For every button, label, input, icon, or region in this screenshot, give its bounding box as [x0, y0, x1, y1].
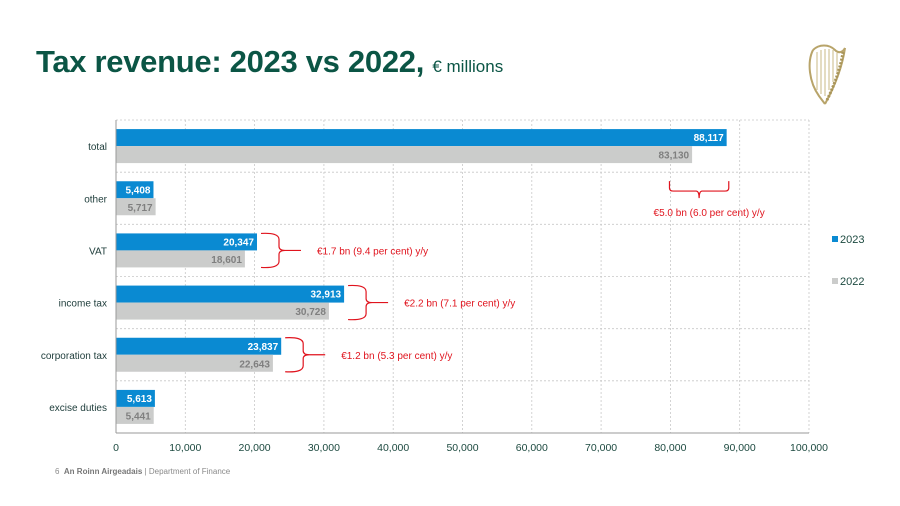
legend-swatch-2023: [832, 236, 838, 242]
data-label-2023: 23,837: [248, 342, 279, 353]
data-label-2022: 83,130: [658, 151, 689, 162]
x-tick-label: 10,000: [169, 442, 201, 454]
page-number: 6: [55, 467, 60, 476]
x-tick-label: 50,000: [446, 442, 478, 454]
bar-2022: [116, 406, 154, 424]
category-label: other: [84, 194, 107, 205]
bar-2023: [116, 389, 155, 407]
brace: [348, 284, 389, 321]
bar-2023: [116, 129, 727, 147]
category-label: VAT: [89, 246, 107, 257]
data-label-2023: 5,408: [125, 185, 150, 196]
x-tick-label: 60,000: [516, 442, 548, 454]
x-tick-label: 70,000: [585, 442, 617, 454]
legend-label-2022: 2022: [840, 276, 864, 288]
gridlines: [116, 119, 810, 433]
org-name-english: Department of Finance: [148, 467, 231, 476]
bar-2023: [116, 233, 258, 251]
page-title: Tax revenue: 2023 vs 2022, € millions: [36, 44, 503, 80]
legend: 2023 2022: [832, 234, 864, 288]
bar-2023: [116, 285, 345, 303]
x-tick-label: 100,000: [790, 442, 828, 454]
bar-2022: [116, 198, 156, 216]
x-tick-label: 40,000: [377, 442, 409, 454]
x-tick-label: 20,000: [239, 442, 271, 454]
data-label-2022: 30,728: [295, 307, 326, 318]
data-label-2022: 18,601: [211, 255, 242, 266]
bar-2022: [116, 250, 245, 268]
category-label: corporation tax: [41, 351, 107, 362]
harp-crest-icon: [808, 44, 846, 105]
x-tick-label: 30,000: [308, 442, 340, 454]
footer: 6 An Roinn Airgeadais | Department of Fi…: [55, 467, 230, 476]
bar-2022: [116, 146, 693, 164]
data-label-2023: 5,613: [127, 394, 152, 405]
annotation-text: €2.2 bn (7.1 per cent) y/y: [404, 299, 515, 310]
legend-label-2023: 2023: [840, 234, 864, 246]
annotations: €5.0 bn (6.0 per cent) y/y €1.7 bn (9.4 p…: [260, 181, 765, 373]
annotation-text: €5.0 bn (6.0 per cent) y/y: [654, 208, 765, 219]
bar-2023: [116, 181, 154, 199]
bar-2022: [116, 302, 329, 320]
footer-separator: |: [144, 467, 147, 476]
org-name-irish: An Roinn Airgeadais: [63, 467, 143, 476]
x-tick-label: 90,000: [724, 442, 756, 454]
category-label: income tax: [59, 299, 107, 310]
x-tick-label: 80,000: [654, 442, 686, 454]
x-tick-label: 0: [113, 442, 119, 454]
axes: 0 10,000 20,000 30,000 40,000 50,000 60,000 70,…: [41, 120, 828, 454]
title-unit: € millions: [432, 57, 504, 76]
data-label-2023: 88,117: [694, 133, 724, 144]
annotation-text: €1.2 bn (5.3 per cent) y/y: [341, 351, 452, 362]
data-label-2022: 5,441: [126, 411, 151, 422]
legend-swatch-2022: [832, 278, 838, 284]
title-main: Tax revenue: 2023 vs 2022,: [36, 44, 425, 79]
brace: [285, 337, 326, 373]
data-label-2022: 5,717: [128, 203, 153, 214]
data-label-2023: 20,347: [223, 237, 254, 248]
data-label-2022: 22,643: [239, 359, 270, 370]
bars: 88,117 83,130 5,408 5,717 20,347 18,601 32,913…: [116, 129, 727, 424]
bar-2023: [116, 337, 282, 355]
category-label: excise duties: [49, 403, 107, 414]
brace: [260, 232, 302, 269]
brace: [668, 181, 730, 199]
annotation-text: €1.7 bn (9.4 per cent) y/y: [317, 246, 428, 257]
bar-2022: [116, 354, 273, 372]
data-label-2023: 32,913: [310, 290, 341, 301]
category-label: total: [88, 142, 107, 153]
